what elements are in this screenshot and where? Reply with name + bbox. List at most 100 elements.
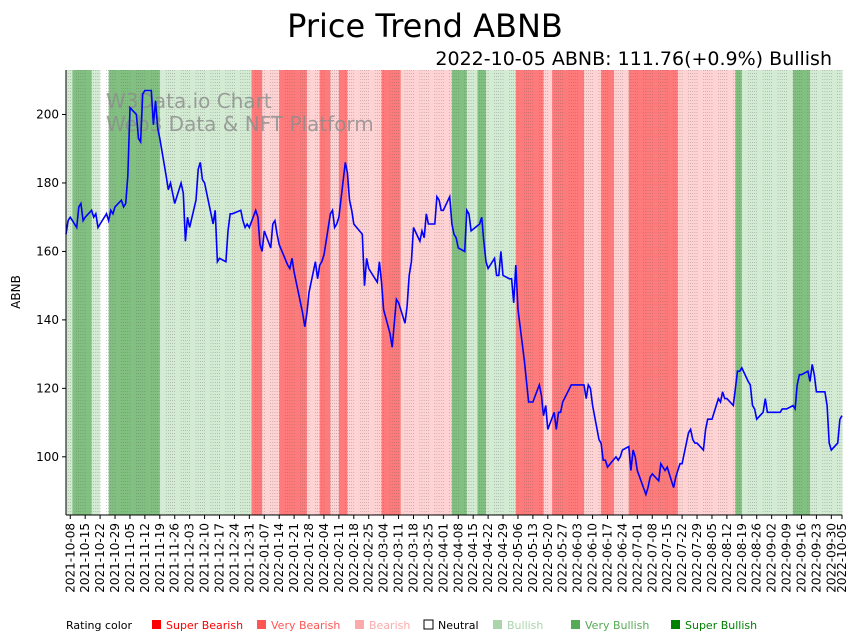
legend-swatch — [571, 620, 580, 629]
x-tick-label: 2022-02-18 — [347, 523, 361, 593]
rating-band-29 — [628, 70, 679, 515]
rating-band-19 — [451, 70, 468, 515]
x-tick-label: 2022-10-05 — [835, 523, 849, 593]
x-tick-label: 2022-06-03 — [571, 523, 585, 593]
x-tick-label: 2022-02-11 — [332, 523, 346, 593]
rating-band-1 — [72, 70, 93, 515]
x-tick-label: 2021-10-29 — [108, 523, 122, 593]
x-tick-label: 2021-11-26 — [168, 523, 182, 593]
rating-band-31 — [735, 70, 743, 515]
x-tick-label: 2021-10-08 — [63, 523, 77, 593]
x-tick-label: 2021-12-03 — [183, 523, 197, 593]
rating-band-16 — [381, 70, 402, 515]
x-tick-label: 2022-08-05 — [705, 523, 719, 593]
x-tick-label: 2022-06-10 — [586, 523, 600, 593]
rating-band-0 — [66, 70, 73, 515]
rating-band-2 — [91, 70, 101, 515]
x-tick-label: 2022-03-11 — [392, 523, 406, 593]
rating-band-14 — [338, 70, 348, 515]
x-tick-label: 2022-03-04 — [377, 523, 391, 593]
y-tick-label: 100 — [36, 450, 59, 464]
rating-band-11 — [306, 70, 321, 515]
x-tick-label: 2022-09-02 — [765, 523, 779, 593]
x-tick-label: 2021-12-31 — [242, 523, 256, 593]
rating-band-28 — [613, 70, 630, 515]
rating-band-12 — [319, 70, 331, 515]
x-tick-label: 2022-04-01 — [436, 523, 450, 593]
y-tick-label: 200 — [36, 108, 59, 122]
x-tick-label: 2022-05-06 — [511, 523, 525, 593]
x-tick-label: 2021-12-10 — [198, 523, 212, 593]
y-tick-label: 140 — [36, 313, 59, 327]
legend-swatch — [423, 619, 434, 630]
axes — [65, 70, 842, 516]
chart-title: Price Trend ABNB — [287, 7, 563, 45]
x-tick-label: 2022-03-25 — [421, 523, 435, 593]
chart-subtitle: 2022-10-05 ABNB: 111.76(+0.9%) Bullish — [435, 48, 832, 70]
rating-band-25 — [552, 70, 585, 515]
x-tick-label: 2022-05-13 — [526, 523, 540, 593]
rating-band-20 — [466, 70, 478, 515]
y-axis-ticks: 100 120 140 160 180 200 — [36, 108, 66, 464]
x-tick-label: 2021-12-24 — [227, 523, 241, 593]
legend-label: Very Bullish — [585, 619, 649, 632]
x-tick-label: 2022-08-19 — [735, 523, 749, 593]
legend-title: Rating color — [66, 619, 133, 632]
rating-band-18 — [415, 70, 453, 515]
x-tick-label: 2022-01-07 — [257, 523, 271, 593]
price-line — [65, 89, 843, 498]
legend: Rating color Super Bearish Very Bearish Bea… — [66, 619, 757, 632]
rating-band-4 — [108, 70, 146, 515]
legend-label: Bullish — [507, 619, 543, 632]
x-tick-label: 2022-01-28 — [302, 523, 316, 593]
x-tick-label: 2021-10-22 — [93, 523, 107, 593]
vertical-grid — [65, 70, 843, 515]
y-tick-label: 180 — [36, 176, 59, 190]
watermark-line-2: Web3 Data & NFT Platform — [106, 112, 374, 136]
x-tick-label: 2022-07-22 — [675, 523, 689, 593]
x-tick-label: 2022-04-15 — [466, 523, 480, 593]
y-axis-label: ABNB — [9, 275, 23, 309]
x-tick-label: 2022-05-20 — [541, 523, 555, 593]
x-tick-label: 2022-06-17 — [600, 523, 614, 593]
x-tick-label: 2022-04-29 — [496, 523, 510, 593]
x-tick-label: 2022-09-30 — [824, 523, 838, 593]
x-tick-label: 2022-05-27 — [556, 523, 570, 593]
legend-label: Neutral — [438, 619, 479, 632]
x-tick-label: 2022-01-21 — [287, 523, 301, 593]
x-tick-label: 2022-08-26 — [750, 523, 764, 593]
x-tick-label: 2022-07-15 — [660, 523, 674, 593]
x-tick-label: 2021-12-17 — [212, 523, 226, 593]
x-tick-label: 2022-07-01 — [630, 523, 644, 593]
x-tick-label: 2022-08-12 — [720, 523, 734, 593]
legend-swatch — [355, 620, 364, 629]
x-tick-label: 2022-04-22 — [481, 523, 495, 593]
rating-band-5 — [144, 70, 161, 515]
x-tick-label: 2021-11-05 — [123, 523, 137, 593]
rating-band-35 — [810, 70, 843, 515]
x-tick-label: 2022-07-29 — [690, 523, 704, 593]
rating-band-7 — [185, 70, 252, 515]
rating-band-8 — [251, 70, 263, 515]
rating-band-23 — [515, 70, 545, 515]
x-tick-label: 2022-02-04 — [317, 523, 331, 593]
x-tick-label: 2022-09-23 — [809, 523, 823, 593]
x-tick-label: 2021-11-19 — [153, 523, 167, 593]
x-tick-label: 2022-01-14 — [272, 523, 286, 593]
legend-label: Super Bearish — [166, 619, 243, 632]
legend-swatch — [152, 620, 161, 629]
rating-band-33 — [754, 70, 794, 515]
watermark-line-1: W3Data.io Chart — [106, 89, 272, 113]
legend-label: Super Bullish — [685, 619, 757, 632]
legend-label: Very Bearish — [271, 619, 340, 632]
rating-band-30 — [677, 70, 736, 515]
legend-swatch — [493, 620, 502, 629]
x-tick-label: 2022-04-08 — [451, 523, 465, 593]
x-tick-label: 2022-07-08 — [645, 523, 659, 593]
x-tick-label: 2022-09-09 — [780, 523, 794, 593]
x-tick-label: 2021-11-12 — [138, 523, 152, 593]
x-axis-ticks: 2021-10-08 2021-10-15 2021-10-22 2021-10-29… — [63, 515, 849, 593]
rating-band-3 — [100, 70, 110, 515]
x-tick-label: 2022-02-25 — [362, 523, 376, 593]
